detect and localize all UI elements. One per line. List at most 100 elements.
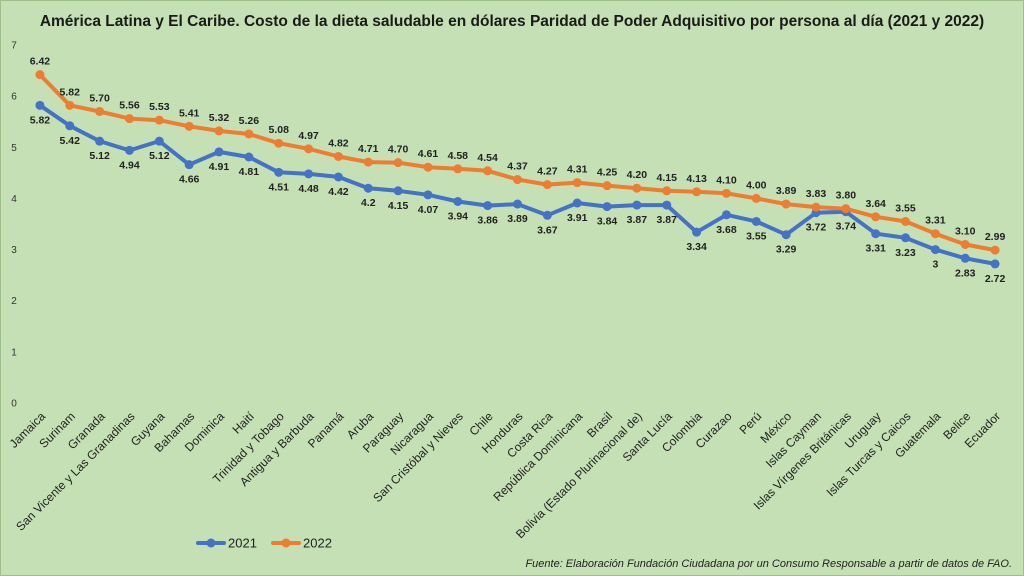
data-point-2022: [602, 181, 612, 191]
data-label-2021: 5.12: [89, 150, 110, 162]
data-point-2021: [65, 121, 75, 131]
y-tick-label: 1: [11, 347, 17, 358]
data-point-2022: [781, 199, 791, 209]
y-tick-label: 2: [11, 296, 17, 307]
data-label-2022: 4.27: [537, 166, 558, 178]
data-point-2022: [662, 186, 672, 196]
data-point-2022: [214, 126, 224, 136]
data-point-2022: [483, 166, 493, 176]
data-label-2022: 5.56: [119, 100, 140, 112]
data-label-2022: 3.31: [925, 215, 946, 227]
y-tick-label: 4: [11, 194, 17, 205]
data-point-2021: [632, 200, 642, 210]
data-label-2022: 3.89: [776, 185, 797, 197]
data-label-2021: 4.48: [298, 183, 319, 195]
data-point-2022: [751, 193, 761, 203]
data-label-2021: 5.12: [149, 150, 170, 162]
data-label-2021: 3.74: [836, 221, 857, 233]
data-label-2021: 4.42: [328, 186, 349, 198]
data-point-2021: [154, 136, 164, 146]
data-point-2021: [184, 160, 194, 170]
data-label-2021: 3.89: [507, 213, 528, 225]
data-label-2022: 4.58: [448, 150, 469, 162]
data-point-2021: [871, 229, 881, 239]
data-point-2022: [542, 180, 552, 190]
data-point-2022: [841, 204, 851, 214]
data-point-2021: [721, 210, 731, 220]
data-point-2022: [930, 229, 940, 239]
data-label-2021: 2.83: [955, 267, 976, 279]
source-note: Fuente: Elaboración Fundación Ciudadana …: [525, 558, 1012, 570]
data-label-2022: 4.54: [477, 152, 498, 164]
data-label-2021: 3.55: [746, 230, 767, 242]
data-point-2022: [513, 175, 522, 185]
data-label-2022: 6.42: [30, 56, 51, 68]
data-point-2022: [632, 183, 642, 193]
data-point-2022: [304, 144, 314, 154]
data-point-2021: [901, 233, 911, 243]
y-tick-label: 6: [11, 92, 17, 103]
y-axis: 0 1 2 3 4 5 6 7: [11, 41, 17, 410]
data-point-2022: [184, 121, 194, 131]
data-point-2021: [244, 152, 254, 162]
data-label-2022: 5.82: [60, 86, 81, 98]
data-label-2022: 4.10: [716, 174, 737, 186]
data-point-2022: [423, 162, 433, 172]
data-label-2022: 4.00: [746, 179, 767, 191]
data-label-2022: 4.37: [507, 161, 528, 173]
data-label-2021: 3.31: [865, 243, 886, 255]
data-point-2021: [781, 230, 791, 240]
data-label-2022: 3.64: [865, 198, 886, 210]
data-label-2021: 3.34: [686, 241, 707, 253]
data-point-2022: [35, 70, 45, 80]
data-label-2021: 4.81: [239, 166, 260, 178]
data-point-2021: [572, 198, 582, 208]
data-point-2021: [95, 136, 105, 146]
data-point-2021: [333, 172, 343, 182]
data-point-2022: [154, 115, 164, 125]
data-label-2021: 3.84: [597, 216, 618, 228]
data-label-2021: 3.23: [895, 247, 916, 259]
data-point-2022: [960, 239, 970, 249]
data-point-2022: [871, 212, 881, 222]
y-tick-label: 0: [11, 399, 17, 410]
data-point-2022: [990, 245, 1000, 255]
legend-marker-2021: [206, 538, 216, 548]
data-point-2021: [483, 201, 493, 211]
legend-label-2021: 2021: [228, 536, 257, 551]
data-point-2022: [95, 106, 105, 116]
data-labels: 6.42 5.82 5.70 5.56 5.53 5.41 5.32 5.26 5.08 4.97…: [30, 56, 1006, 285]
data-label-2022: 3.83: [806, 188, 827, 200]
data-label-2022: 4.13: [686, 173, 707, 185]
data-point-2021: [602, 202, 612, 212]
data-point-2022: [333, 151, 343, 161]
data-label-2022: 5.32: [209, 112, 230, 124]
data-point-2021: [960, 253, 970, 263]
data-label-2021: 4.15: [388, 200, 409, 212]
data-label-2022: 4.20: [627, 169, 648, 181]
data-point-2021: [751, 216, 761, 226]
data-label-2022: 5.08: [268, 124, 289, 136]
data-label-2021: 3.68: [716, 224, 737, 236]
data-label-2022: 3.80: [836, 190, 857, 202]
data-label-2021: 4.2: [361, 197, 376, 209]
chart-title: América Latina y El Caribe. Costo de la …: [40, 13, 984, 30]
data-label-2022: 4.15: [657, 172, 678, 184]
data-label-2021: 4.66: [179, 174, 200, 186]
data-label-2021: 3.29: [776, 244, 797, 256]
data-point-2022: [244, 129, 254, 139]
data-point-2022: [124, 114, 134, 124]
data-label-2021: 5.82: [30, 114, 51, 126]
data-label-2021: 2.72: [985, 273, 1006, 285]
data-point-2022: [811, 202, 821, 212]
data-point-2021: [513, 199, 522, 209]
data-point-2021: [274, 167, 284, 177]
data-label-2022: 5.41: [179, 107, 200, 119]
data-point-2021: [453, 196, 463, 206]
data-point-2021: [692, 227, 702, 237]
data-label-2021: 4.07: [418, 204, 439, 216]
data-point-2022: [721, 188, 731, 198]
data-label-2021: 3.87: [657, 214, 678, 226]
data-label-2021: 3.87: [627, 214, 648, 226]
